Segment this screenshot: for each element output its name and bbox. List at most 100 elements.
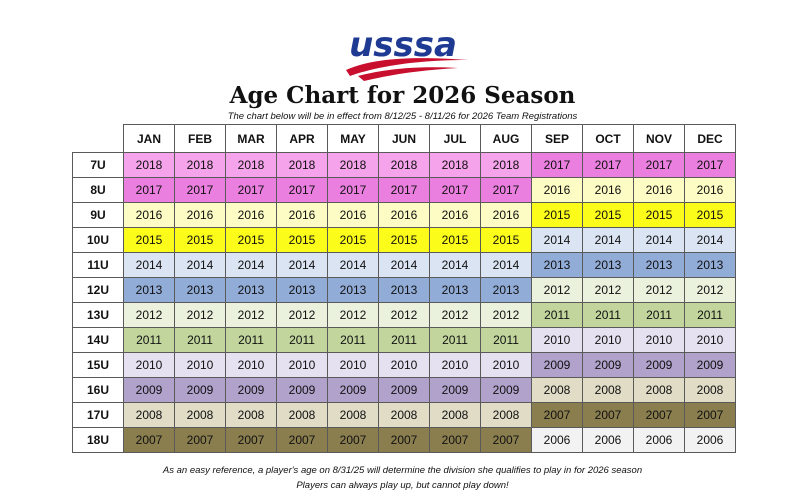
division-label: 16U (72, 377, 124, 403)
division-label: 12U (72, 277, 124, 303)
birth-year-cell: 2007 (531, 402, 583, 428)
corner-cell (73, 125, 124, 153)
table-row: 8U 2017 2017 2017 2017 2017 2017 2017 2017 2016 20… (72, 177, 736, 203)
division-label: 15U (72, 352, 124, 378)
birth-year-cell: 2013 (633, 252, 685, 278)
birth-year-cell: 2013 (531, 252, 583, 278)
division-label: 14U (72, 327, 124, 353)
birth-year-cell: 2007 (429, 427, 481, 453)
birth-year-cell: 2007 (633, 402, 685, 428)
birth-year-cell: 2012 (480, 302, 532, 328)
page-title: Age Chart for 2026 Season (229, 82, 576, 109)
birth-year-cell: 2011 (327, 327, 379, 353)
birth-year-cell: 2013 (123, 277, 175, 303)
birth-year-cell: 2010 (123, 352, 175, 378)
month-header-jun: JUN (378, 124, 430, 153)
birth-year-cell: 2008 (174, 402, 226, 428)
table-row: 15U 2010 2010 2010 2010 2010 2010 2010 2010 2009 2… (72, 352, 736, 378)
birth-year-cell: 2017 (429, 177, 481, 203)
footer-note: As an easy reference, a player's age on … (162, 465, 643, 476)
birth-year-cell: 2009 (531, 352, 583, 378)
birth-year-cell: 2011 (225, 327, 277, 353)
birth-year-cell: 2015 (531, 202, 583, 228)
birth-year-cell: 2014 (123, 252, 175, 278)
birth-year-cell: 2016 (276, 202, 328, 228)
birth-year-cell: 2011 (276, 327, 328, 353)
birth-year-cell: 2007 (327, 427, 379, 453)
birth-year-cell: 2006 (684, 427, 736, 453)
birth-year-cell: 2012 (582, 277, 634, 303)
birth-year-cell: 2010 (480, 352, 532, 378)
birth-year-cell: 2011 (480, 327, 532, 353)
birth-year-cell: 2009 (582, 352, 634, 378)
birth-year-cell: 2008 (378, 402, 430, 428)
birth-year-cell: 2013 (684, 252, 736, 278)
birth-year-cell: 2012 (531, 277, 583, 303)
birth-year-cell: 2014 (633, 227, 685, 253)
division-label: 7U (72, 152, 124, 178)
birth-year-cell: 2017 (684, 152, 736, 178)
birth-year-cell: 2010 (378, 352, 430, 378)
division-label: 10U (72, 227, 124, 253)
birth-year-cell: 2015 (327, 227, 379, 253)
birth-year-cell: 2018 (276, 152, 328, 178)
birth-year-cell: 2014 (225, 252, 277, 278)
table-row: 13U 2012 2012 2012 2012 2012 2012 2012 2012 2011 2… (72, 302, 736, 328)
birth-year-cell: 2009 (633, 352, 685, 378)
month-header-feb: FEB (174, 124, 226, 153)
birth-year-cell: 2013 (174, 277, 226, 303)
birth-year-cell: 2018 (378, 152, 430, 178)
birth-year-cell: 2015 (684, 202, 736, 228)
birth-year-cell: 2008 (531, 377, 583, 403)
birth-year-cell: 2011 (633, 302, 685, 328)
birth-year-cell: 2012 (225, 302, 277, 328)
birth-year-cell: 2018 (429, 152, 481, 178)
birth-year-cell: 2013 (480, 277, 532, 303)
birth-year-cell: 2014 (174, 252, 226, 278)
birth-year-cell: 2016 (429, 202, 481, 228)
logo-text: usssa (349, 26, 457, 65)
division-label: 13U (72, 302, 124, 328)
birth-year-cell: 2015 (174, 227, 226, 253)
birth-year-cell: 2009 (225, 377, 277, 403)
birth-year-cell: 2009 (480, 377, 532, 403)
birth-year-cell: 2018 (174, 152, 226, 178)
birth-year-cell: 2015 (225, 227, 277, 253)
birth-year-cell: 2010 (633, 327, 685, 353)
birth-year-cell: 2010 (327, 352, 379, 378)
month-header-dec: DEC (684, 124, 736, 153)
birth-year-cell: 2007 (684, 402, 736, 428)
birth-year-cell: 2009 (174, 377, 226, 403)
table-row: 16U 2009 2009 2009 2009 2009 2009 2009 2009 2008 2… (72, 377, 736, 403)
birth-year-cell: 2008 (582, 377, 634, 403)
birth-year-cell: 2008 (684, 377, 736, 403)
birth-year-cell: 2017 (633, 152, 685, 178)
birth-year-cell: 2011 (378, 327, 430, 353)
birth-year-cell: 2010 (429, 352, 481, 378)
birth-year-cell: 2010 (174, 352, 226, 378)
birth-year-cell: 2016 (684, 177, 736, 203)
birth-year-cell: 2015 (276, 227, 328, 253)
month-header-may: MAY (327, 124, 379, 153)
month-header-jul: JUL (429, 124, 481, 153)
birth-year-cell: 2008 (633, 377, 685, 403)
birth-year-cell: 2018 (225, 152, 277, 178)
birth-year-cell: 2016 (378, 202, 430, 228)
birth-year-cell: 2011 (429, 327, 481, 353)
birth-year-cell: 2015 (378, 227, 430, 253)
birth-year-cell: 2010 (276, 352, 328, 378)
month-header-sep: SEP (531, 124, 583, 153)
table-row: 10U 2015 2015 2015 2015 2015 2015 2015 2015 2014 2… (72, 227, 736, 253)
birth-year-cell: 2011 (123, 327, 175, 353)
birth-year-cell: 2012 (633, 277, 685, 303)
division-label: 18U (72, 427, 124, 453)
month-header-apr: APR (276, 124, 328, 153)
birth-year-cell: 2016 (225, 202, 277, 228)
table-row: 17U 2008 2008 2008 2008 2008 2008 2008 2008 2007 2… (72, 402, 736, 428)
birth-year-cell: 2008 (225, 402, 277, 428)
birth-year-cell: 2017 (327, 177, 379, 203)
usssa-logo: usssa (0, 26, 805, 82)
birth-year-cell: 2016 (480, 202, 532, 228)
birth-year-cell: 2010 (582, 327, 634, 353)
month-header-oct: OCT (582, 124, 634, 153)
